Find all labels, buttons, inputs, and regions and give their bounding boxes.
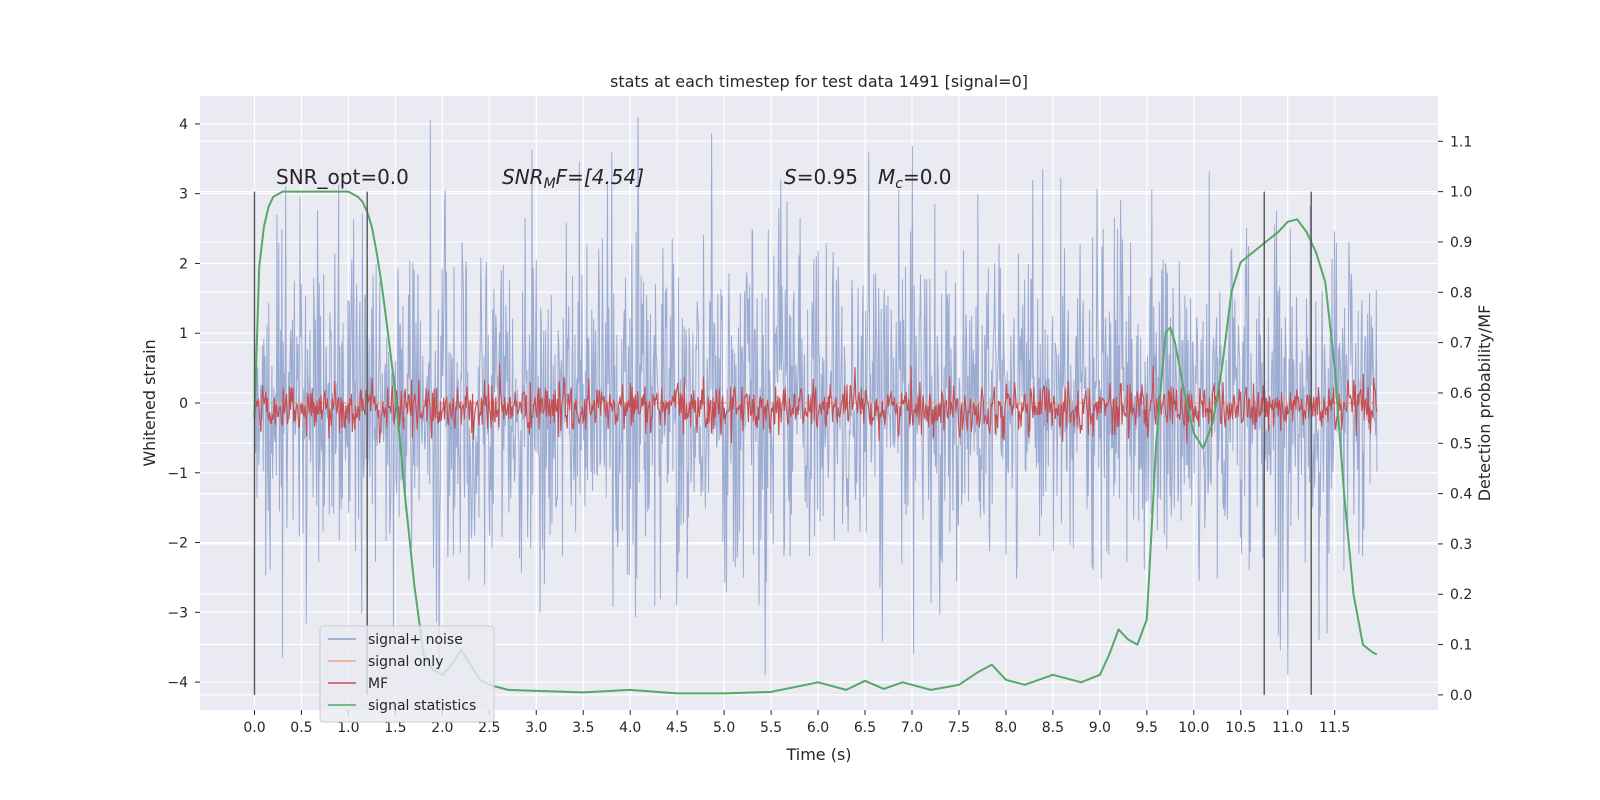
annotation-mc-symbol: M xyxy=(878,165,895,189)
x-tick-label: 1.0 xyxy=(337,720,359,736)
x-tick-label: 9.5 xyxy=(1136,720,1158,736)
x-tick-label: 10.5 xyxy=(1225,720,1256,736)
y-tick-label: 0 xyxy=(179,396,188,412)
annotation-s-symbol: S xyxy=(784,165,797,189)
y-axis-label: Whitened strain xyxy=(140,339,159,466)
annotation-snr-mf-symbol: SNR xyxy=(502,165,544,189)
y2-tick-label: 0.9 xyxy=(1450,235,1472,251)
y-tick-label: 4 xyxy=(179,117,188,133)
y-tick-label: −3 xyxy=(167,605,188,621)
y2-tick-label: 0.1 xyxy=(1450,638,1472,654)
x-tick-label: 8.5 xyxy=(1042,720,1064,736)
x-tick-label: 2.5 xyxy=(478,720,500,736)
y2-tick-label: 0.8 xyxy=(1450,285,1472,301)
annotation-mc-subscript: c xyxy=(895,176,903,192)
y-tick-label: −2 xyxy=(167,536,188,552)
x-tick-label: 3.5 xyxy=(572,720,594,736)
annotation-mc-value: =0.0 xyxy=(903,165,952,189)
y-tick-label: −4 xyxy=(167,675,188,691)
legend-label-signal-statistics: signal statistics xyxy=(368,698,476,714)
y-tick-label: 3 xyxy=(179,187,188,203)
y2-tick-label: 0.7 xyxy=(1450,336,1472,352)
x-tick-label: 6.0 xyxy=(807,720,829,736)
y2-tick-label: 0.2 xyxy=(1450,587,1472,603)
legend-label-signal-noise: signal+ noise xyxy=(368,632,463,648)
x-axis-ticks: 0.0 0.5 1.0 1.5 2.0 2.5 3.0 3.5 4.0 4.5 5.0 5.5 6.0 6… xyxy=(243,710,1350,736)
x-tick-label: 0.5 xyxy=(290,720,312,736)
mf-line xyxy=(253,363,1378,444)
signal-noise-line xyxy=(254,116,1378,676)
y-tick-label: 1 xyxy=(179,326,188,342)
x-tick-label: 2.0 xyxy=(431,720,453,736)
y-tick-label: −1 xyxy=(167,466,188,482)
x-tick-label: 9.0 xyxy=(1089,720,1111,736)
annotation-snr-mf-value: F=[4.54] xyxy=(556,165,644,189)
y2-axis-ticks: 1.1 1.0 0.9 0.8 0.7 0.6 0.5 0.4 0.3 0.2 0.1 0.0 xyxy=(1438,134,1472,704)
y2-tick-label: 0.4 xyxy=(1450,487,1472,503)
series-mf xyxy=(253,363,1378,444)
x-tick-label: 6.5 xyxy=(854,720,876,736)
x-tick-label: 5.5 xyxy=(760,720,782,736)
x-tick-label: 5.0 xyxy=(713,720,735,736)
annotation-snr-mf: SNRMF=[4.54] xyxy=(502,165,644,192)
x-tick-label: 1.5 xyxy=(384,720,406,736)
y2-tick-label: 0.3 xyxy=(1450,537,1472,553)
chart-title: stats at each timestep for test data 149… xyxy=(610,72,1028,91)
annotation-s-value: =0.95 xyxy=(797,165,858,189)
x-axis-label: Time (s) xyxy=(785,745,851,764)
y2-tick-label: 1.0 xyxy=(1450,185,1472,201)
legend-box xyxy=(319,625,495,723)
y2-axis-label: Detection probability/MF xyxy=(1475,305,1494,502)
y2-tick-label: 0.5 xyxy=(1450,436,1472,452)
series-signal-statistics xyxy=(253,190,1378,695)
annotation-mc: Mc=0.0 xyxy=(878,165,952,192)
x-tick-label: 0.0 xyxy=(243,720,265,736)
y2-tick-label: 0.0 xyxy=(1450,688,1472,704)
x-tick-label: 4.0 xyxy=(619,720,641,736)
x-tick-label: 7.0 xyxy=(901,720,923,736)
x-tick-label: 3.0 xyxy=(525,720,547,736)
y2-tick-label: 0.6 xyxy=(1450,386,1472,402)
vertical-markers xyxy=(253,191,1312,695)
x-tick-label: 8.0 xyxy=(995,720,1017,736)
legend-label-signal-only: signal only xyxy=(368,654,443,670)
annotation-snr-mf-subscript: M xyxy=(544,176,556,192)
signal-statistics-line xyxy=(253,190,1378,695)
legend-label-mf: MF xyxy=(368,676,388,692)
x-tick-label: 7.5 xyxy=(948,720,970,736)
y-axis-ticks: 4 3 2 1 0 −1 −2 −3 −4 xyxy=(167,117,200,691)
legend: signal+ noise signal only MF signal stat… xyxy=(319,625,495,723)
x-tick-label: 4.5 xyxy=(666,720,688,736)
x-tick-label: 11.5 xyxy=(1319,720,1350,736)
x-tick-label: 11.0 xyxy=(1272,720,1303,736)
annotation-snr-opt: SNR_opt=0.0 xyxy=(276,165,409,189)
y2-tick-label: 1.1 xyxy=(1450,134,1472,150)
series-signal-noise xyxy=(254,116,1378,676)
x-tick-label: 10.0 xyxy=(1178,720,1209,736)
annotation-s: S=0.95 xyxy=(784,165,858,189)
y-tick-label: 2 xyxy=(179,256,188,272)
